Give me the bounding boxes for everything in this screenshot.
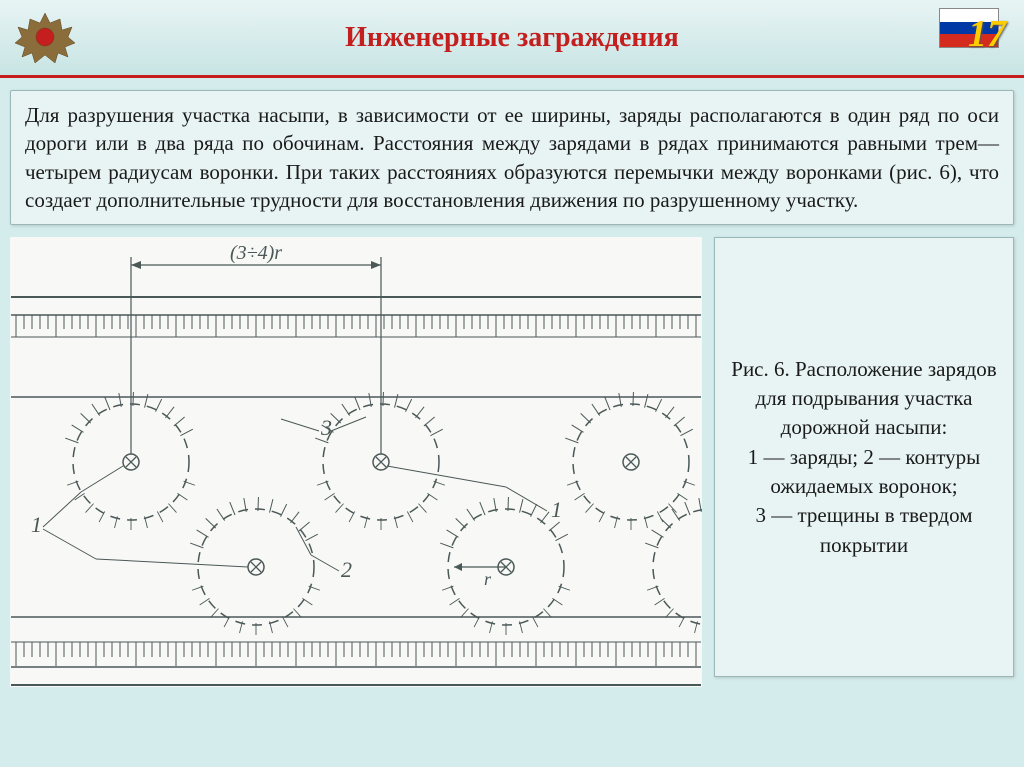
page-number: 17 — [968, 12, 1006, 56]
svg-text:r: r — [484, 569, 492, 589]
content-area: Для разрушения участка насыпи, в зависим… — [0, 78, 1024, 699]
svg-text:3: 3 — [320, 415, 332, 440]
svg-text:1: 1 — [551, 497, 562, 522]
caption-title: Рис. 6. Расположение зарядов для подрыва… — [729, 355, 999, 443]
main-paragraph: Для разрушения участка насыпи, в зависим… — [10, 90, 1014, 225]
caption-items: 1 — заряды; 2 — контуры ожидаемых вороно… — [729, 443, 999, 502]
svg-text:2: 2 — [341, 557, 352, 582]
caption-item3: 3 — трещины в твердом покрытии — [729, 501, 999, 560]
slide-header: Инженерные заграждения 17 — [0, 0, 1024, 78]
slide-title: Инженерные заграждения — [0, 22, 1024, 54]
figure-diagram: (3÷4)r r 1 1 2 3 — [10, 237, 702, 687]
emblem-icon — [10, 5, 80, 70]
svg-text:(3÷4)r: (3÷4)r — [230, 242, 282, 264]
lower-row: (3÷4)r r 1 1 2 3 Рис. 6. Расположение зарядов… — [10, 237, 1014, 687]
figure-caption: Рис. 6. Расположение зарядов для подрыва… — [714, 237, 1014, 677]
svg-text:1: 1 — [31, 512, 42, 537]
